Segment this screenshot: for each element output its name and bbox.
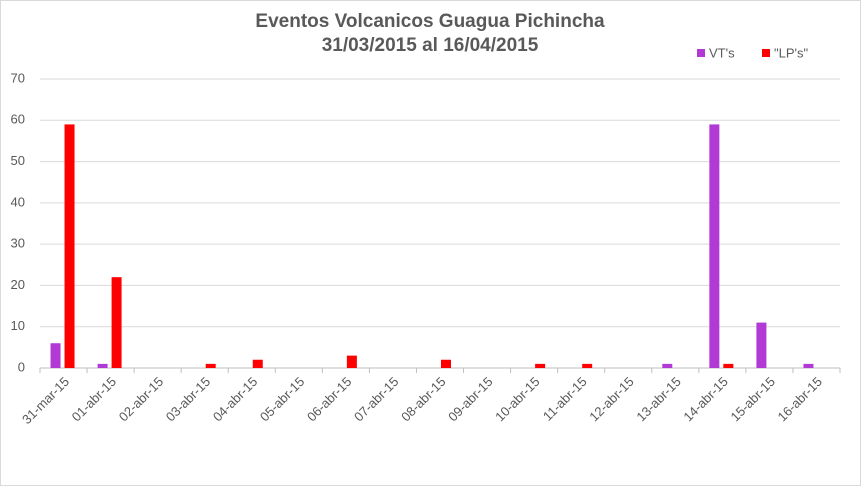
bar <box>723 363 734 368</box>
legend-label: "LP's" <box>774 45 808 60</box>
chart-title: Eventos Volcanicos Guagua Pichincha <box>255 11 605 32</box>
y-tick-label: 60 <box>11 112 25 127</box>
chart-subtitle: 31/03/2015 al 16/04/2015 <box>322 35 539 56</box>
bar <box>535 363 546 368</box>
y-tick-label: 0 <box>18 359 25 374</box>
y-tick-label: 30 <box>11 236 25 251</box>
y-tick-label: 70 <box>11 70 25 85</box>
bar <box>756 322 767 368</box>
y-tick-label: 40 <box>11 194 25 209</box>
bar <box>441 359 451 368</box>
legend-swatch <box>762 49 770 57</box>
bar <box>709 124 720 369</box>
bar <box>252 359 263 368</box>
bar <box>346 355 357 368</box>
bar <box>50 343 61 368</box>
y-tick-label: 50 <box>11 153 25 168</box>
bar <box>111 277 122 368</box>
bar <box>803 363 814 368</box>
legend-label: VT's <box>709 45 735 60</box>
bar <box>662 363 673 368</box>
bar <box>97 363 108 368</box>
legend-swatch <box>697 49 705 57</box>
bar <box>205 363 216 368</box>
bar <box>64 124 75 369</box>
y-tick-label: 10 <box>11 318 25 333</box>
bar <box>582 363 593 368</box>
y-tick-label: 20 <box>11 277 25 292</box>
